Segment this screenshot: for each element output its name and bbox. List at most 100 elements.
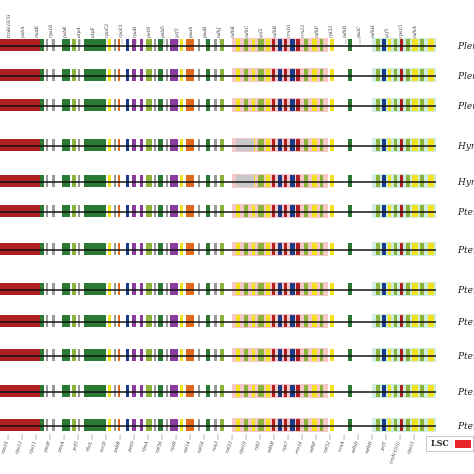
gene-block xyxy=(0,175,40,187)
gene-block xyxy=(412,175,418,187)
gene-block xyxy=(296,315,300,327)
gene-block xyxy=(304,315,308,327)
gene-block xyxy=(114,315,116,327)
gene-label: ndhH xyxy=(370,25,376,38)
gene-block xyxy=(412,349,418,361)
gene-block xyxy=(146,243,152,255)
gene-block xyxy=(158,315,163,327)
gene-block xyxy=(140,175,143,187)
gene-block xyxy=(140,243,143,255)
gene-block xyxy=(186,99,194,111)
gene-block xyxy=(330,99,334,111)
gene-block xyxy=(46,39,48,51)
gene-label: ndhD xyxy=(342,25,348,38)
gene-block xyxy=(220,243,224,255)
gene-block xyxy=(40,175,44,187)
gene-block xyxy=(330,175,334,187)
gene-block xyxy=(388,69,391,81)
gene-block xyxy=(62,99,70,111)
gene-block xyxy=(376,69,380,81)
gene-block xyxy=(72,419,76,431)
gene-block xyxy=(412,99,418,111)
gene-block xyxy=(272,315,275,327)
gene-block xyxy=(400,205,403,217)
gene-block xyxy=(72,139,76,151)
gene-block xyxy=(170,385,178,397)
gene-block xyxy=(400,243,403,255)
gene-label: psaC xyxy=(356,26,362,38)
gene-block xyxy=(330,69,334,81)
gene-block xyxy=(206,385,210,397)
gene-label: trnN-GUU xyxy=(388,440,402,464)
gene-block xyxy=(236,349,240,361)
gene-label: petN xyxy=(146,26,152,38)
gene-block xyxy=(132,39,136,51)
gene-block xyxy=(126,175,129,187)
gene-block xyxy=(252,69,255,81)
gene-block xyxy=(198,349,200,361)
gene-label: rpl22 xyxy=(224,441,234,455)
gene-block xyxy=(388,419,391,431)
gene-block xyxy=(428,349,434,361)
gene-block xyxy=(244,283,248,295)
gene-block xyxy=(284,349,287,361)
gene-block xyxy=(180,283,183,295)
gene-block xyxy=(84,139,106,151)
gene-block xyxy=(206,243,210,255)
gene-label: psbB xyxy=(112,440,122,453)
gene-block xyxy=(330,315,334,327)
gene-block xyxy=(154,99,156,111)
gene-block xyxy=(296,243,300,255)
gene-block xyxy=(272,349,275,361)
gene-block xyxy=(420,385,424,397)
gene-block xyxy=(126,419,129,431)
gene-block xyxy=(244,419,248,431)
gene-block xyxy=(412,283,418,295)
gene-block xyxy=(272,385,275,397)
gene-block xyxy=(406,243,410,255)
gene-block xyxy=(244,385,248,397)
gene-block xyxy=(290,243,295,255)
gene-block xyxy=(236,69,240,81)
gene-block xyxy=(40,243,44,255)
gene-block xyxy=(420,419,424,431)
gene-label: rpoC1 xyxy=(118,24,124,38)
gene-block xyxy=(290,69,295,81)
gene-block xyxy=(258,283,264,295)
gene-block xyxy=(40,69,44,81)
gene-block xyxy=(186,349,194,361)
gene-block xyxy=(170,349,178,361)
ssc-region xyxy=(372,174,436,188)
gene-block xyxy=(158,175,163,187)
gene-block xyxy=(388,139,391,151)
gene-block xyxy=(170,205,178,217)
gene-label: matK xyxy=(34,25,40,38)
gene-block xyxy=(394,243,397,255)
gene-block xyxy=(304,419,308,431)
gene-block xyxy=(214,99,217,111)
gene-block xyxy=(206,99,210,111)
gene-block xyxy=(0,283,40,295)
gene-block xyxy=(146,139,152,151)
gene-block xyxy=(278,99,282,111)
gene-block xyxy=(118,205,120,217)
gene-block xyxy=(320,349,323,361)
gene-block xyxy=(62,205,70,217)
gene-block xyxy=(244,205,248,217)
gene-block xyxy=(108,349,111,361)
gene-label: rpl16 xyxy=(196,441,206,455)
gene-block xyxy=(388,283,391,295)
gene-block xyxy=(62,385,70,397)
gene-label: ndhB xyxy=(272,25,278,38)
gene-label: rbcL xyxy=(85,441,94,453)
gene-block xyxy=(154,39,156,51)
gene-block xyxy=(114,349,116,361)
gene-block xyxy=(236,39,240,51)
gene-block xyxy=(412,205,418,217)
gene-block xyxy=(154,205,156,217)
genome-track: Hym xyxy=(0,138,474,152)
gene-block xyxy=(258,349,264,361)
gene-block xyxy=(266,315,270,327)
